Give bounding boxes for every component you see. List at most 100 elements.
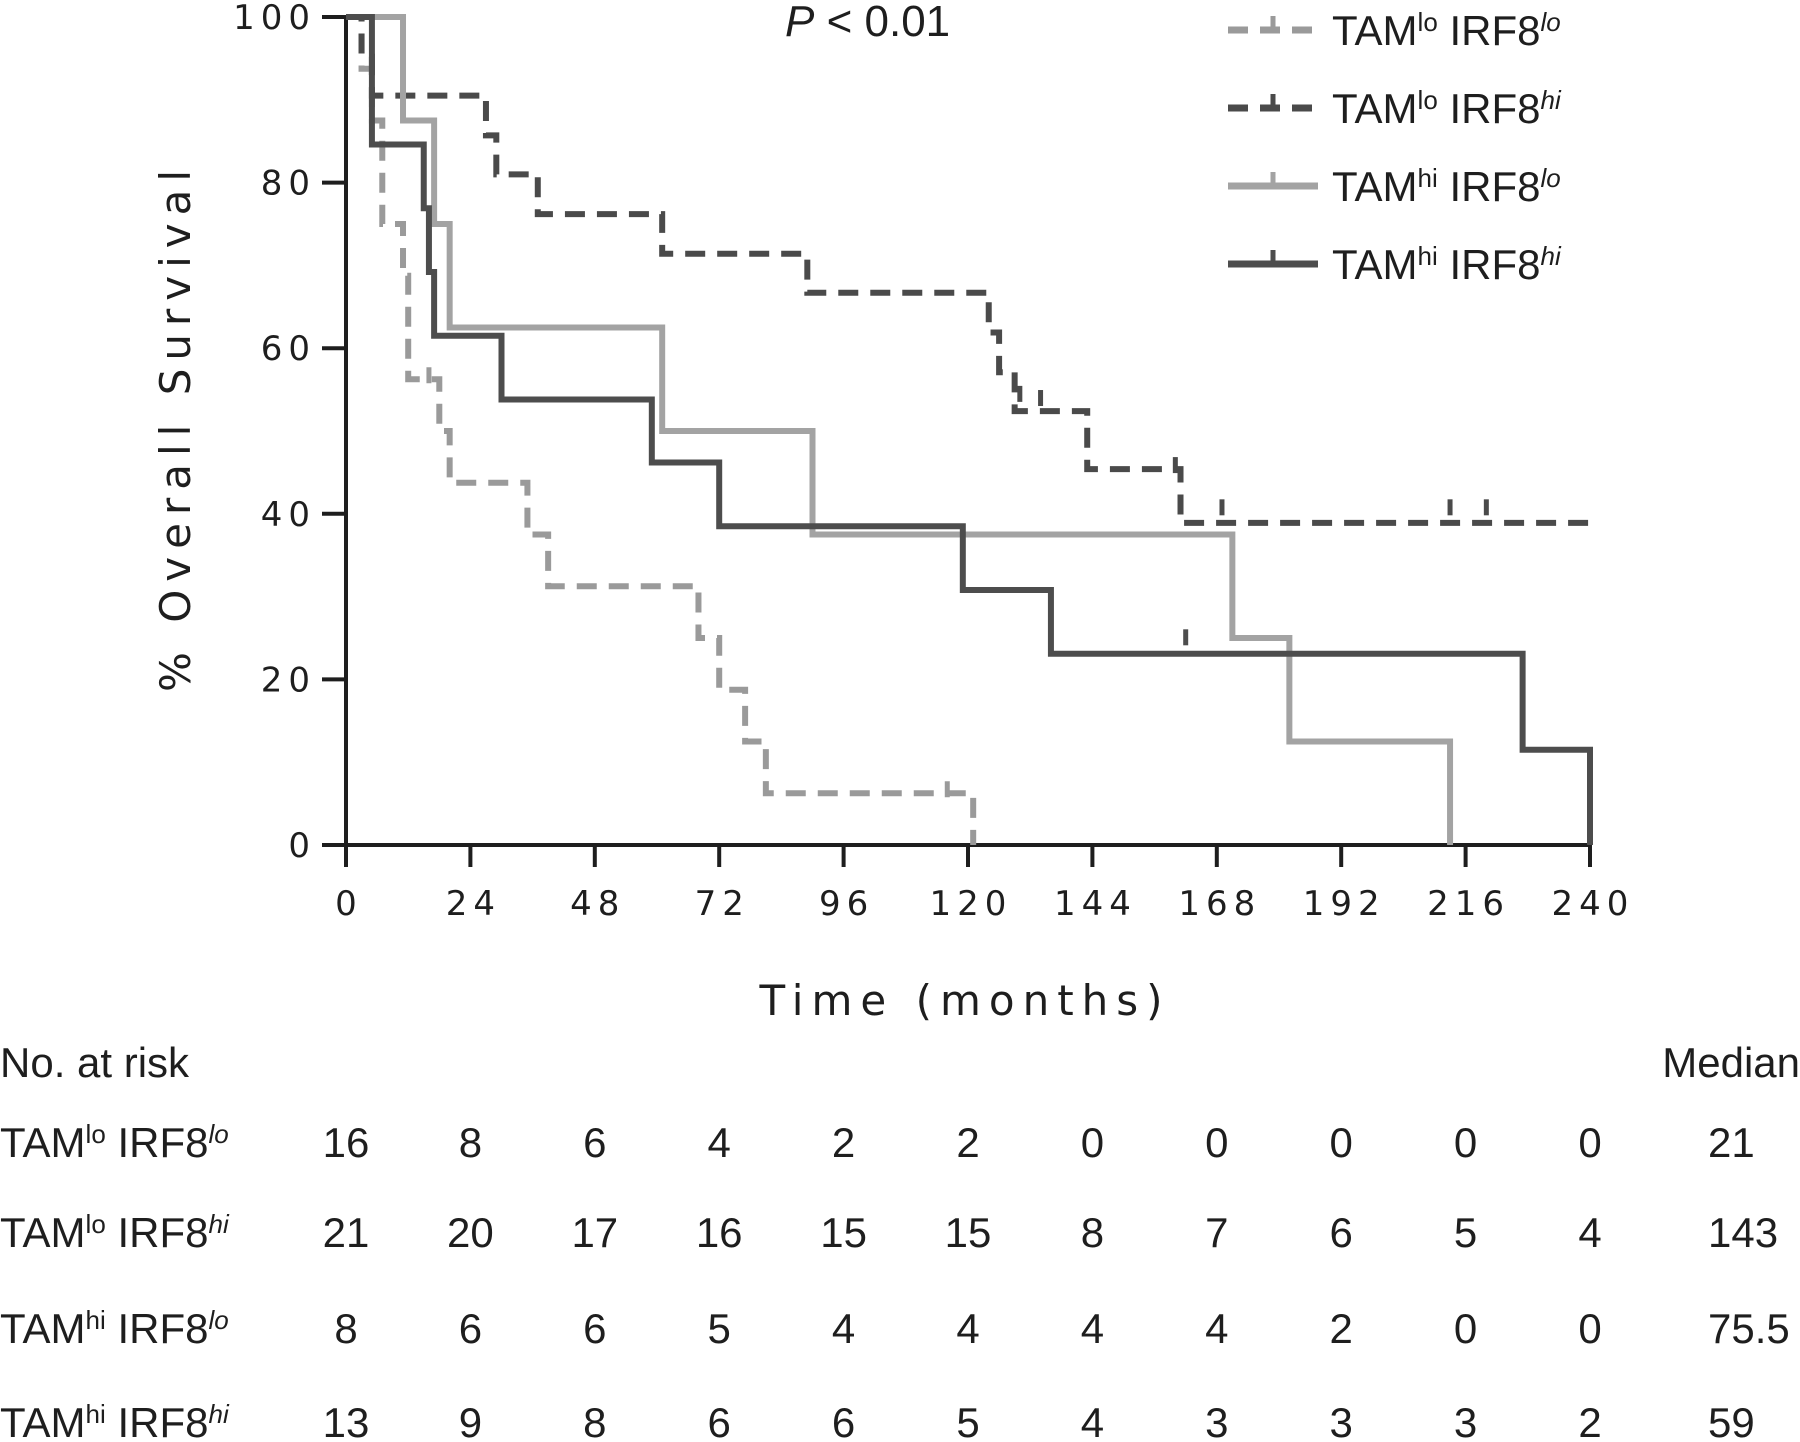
risk-median: 75.5 — [1708, 1305, 1790, 1352]
risk-count: 0 — [1081, 1119, 1104, 1166]
irf-superscript: lo — [1540, 7, 1560, 37]
tam-text: TAM — [1332, 163, 1418, 210]
irf-superscript: lo — [208, 1305, 228, 1335]
risk-count: 8 — [459, 1119, 482, 1166]
x-tick-label: 168 — [1178, 884, 1261, 924]
tam-text: TAM — [1332, 7, 1418, 54]
x-tick-label: 192 — [1303, 884, 1386, 924]
risk-table: No. at risk Median TAMlo IRF8lo 16 8 6 4 2 2 0 0… — [0, 1039, 1800, 1442]
tam-superscript: hi — [86, 1399, 106, 1429]
tam-text: TAM — [0, 1209, 86, 1256]
risk-count: 4 — [1081, 1399, 1104, 1442]
survival-curve-3 — [346, 14, 1454, 845]
y-axis-title: % Overall Survival — [151, 162, 200, 692]
survival-curves — [346, 14, 1593, 845]
risk-count: 4 — [1578, 1209, 1601, 1256]
irf-text: IRF8 — [106, 1399, 209, 1442]
irf-text: IRF8 — [1438, 163, 1541, 210]
risk-count: 15 — [820, 1209, 867, 1256]
irf-text: IRF8 — [106, 1119, 209, 1166]
risk-count: 6 — [708, 1399, 731, 1442]
x-tick-label: 24 — [446, 884, 501, 924]
risk-count: 0 — [1205, 1119, 1228, 1166]
tam-text: TAM — [1332, 85, 1418, 132]
risk-count: 2 — [1578, 1399, 1601, 1442]
x-axis-title: Time (months) — [758, 976, 1170, 1025]
y-tick-label: 60 — [261, 329, 316, 369]
risk-count: 6 — [832, 1399, 855, 1442]
risk-count: 6 — [459, 1305, 482, 1352]
risk-count: 6 — [1330, 1209, 1353, 1256]
irf-text: IRF8 — [106, 1209, 209, 1256]
tam-text: TAM — [0, 1119, 86, 1166]
legend-entry-2: TAMlo IRF8hi — [1332, 85, 1562, 132]
survival-curve-4 — [346, 14, 1593, 845]
axes: 0 20 40 60 80 100 0 24 48 72 96 120 144 168 192 216 240 — [233, 0, 1635, 924]
y-tick-label: 0 — [288, 826, 316, 866]
risk-count: 4 — [1205, 1305, 1228, 1352]
x-tick-label: 216 — [1427, 884, 1510, 924]
risk-median: 143 — [1708, 1209, 1778, 1256]
risk-count: 5 — [956, 1399, 979, 1442]
legend-entry-1: TAMlo IRF8lo — [1332, 7, 1561, 54]
x-tick-label: 120 — [930, 884, 1013, 924]
risk-count: 8 — [1081, 1209, 1104, 1256]
tam-superscript: hi — [1418, 163, 1438, 193]
irf-superscript: hi — [208, 1209, 229, 1239]
risk-count: 2 — [956, 1119, 979, 1166]
x-tick-label: 144 — [1054, 884, 1137, 924]
risk-count: 7 — [1205, 1209, 1228, 1256]
risk-count: 15 — [945, 1209, 992, 1256]
risk-count: 0 — [1454, 1119, 1477, 1166]
p-value-text: < 0.01 — [814, 0, 950, 46]
tam-superscript: lo — [86, 1209, 106, 1239]
risk-count: 2 — [832, 1119, 855, 1166]
risk-count: 8 — [334, 1305, 357, 1352]
risk-count: 9 — [459, 1399, 482, 1442]
risk-count: 20 — [447, 1209, 494, 1256]
p-value-annotation: P < 0.01 — [785, 0, 950, 46]
risk-row: TAMhi IRF8hi 13 9 8 6 6 5 4 3 3 3 2 59 — [0, 1399, 1755, 1442]
tam-text: TAM — [1332, 241, 1418, 288]
median-header: Median — [1662, 1039, 1800, 1086]
tam-superscript: hi — [86, 1305, 106, 1335]
risk-count: 5 — [708, 1305, 731, 1352]
risk-count: 13 — [323, 1399, 370, 1442]
p-value-symbol: P — [785, 0, 815, 46]
risk-row-label: TAMhi IRF8lo — [0, 1305, 229, 1352]
risk-count: 6 — [583, 1119, 606, 1166]
irf-text: IRF8 — [1438, 85, 1541, 132]
risk-row-label: TAMhi IRF8hi — [0, 1399, 230, 1442]
irf-text: IRF8 — [1438, 7, 1541, 54]
risk-count: 3 — [1330, 1399, 1353, 1442]
risk-count: 16 — [323, 1119, 370, 1166]
risk-row-label: TAMlo IRF8lo — [0, 1119, 229, 1166]
risk-median: 21 — [1708, 1119, 1755, 1166]
survival-curve-2 — [346, 14, 1590, 526]
irf-text: IRF8 — [1438, 241, 1541, 288]
risk-count: 4 — [708, 1119, 731, 1166]
x-tick-label: 240 — [1552, 884, 1635, 924]
y-tick-label: 80 — [261, 164, 316, 204]
risk-count: 4 — [956, 1305, 979, 1352]
risk-row: TAMhi IRF8lo 8 6 6 5 4 4 4 4 2 0 0 75.5 — [0, 1305, 1790, 1352]
risk-count: 17 — [571, 1209, 618, 1256]
irf-superscript: lo — [1540, 163, 1560, 193]
risk-row-label: TAMlo IRF8hi — [0, 1209, 230, 1256]
risk-count: 4 — [1081, 1305, 1104, 1352]
tam-text: TAM — [0, 1305, 86, 1352]
y-tick-label: 100 — [233, 0, 316, 38]
legend-entry-4: TAMhi IRF8hi — [1332, 241, 1562, 288]
irf-superscript: lo — [208, 1119, 228, 1149]
irf-superscript: hi — [208, 1399, 229, 1429]
irf-superscript: hi — [1540, 241, 1561, 271]
tam-superscript: lo — [1418, 7, 1438, 37]
risk-count: 0 — [1330, 1119, 1353, 1166]
risk-count: 5 — [1454, 1209, 1477, 1256]
y-tick-label: 40 — [261, 495, 316, 535]
x-tick-label: 0 — [335, 884, 363, 924]
risk-count: 0 — [1454, 1305, 1477, 1352]
risk-count: 2 — [1330, 1305, 1353, 1352]
